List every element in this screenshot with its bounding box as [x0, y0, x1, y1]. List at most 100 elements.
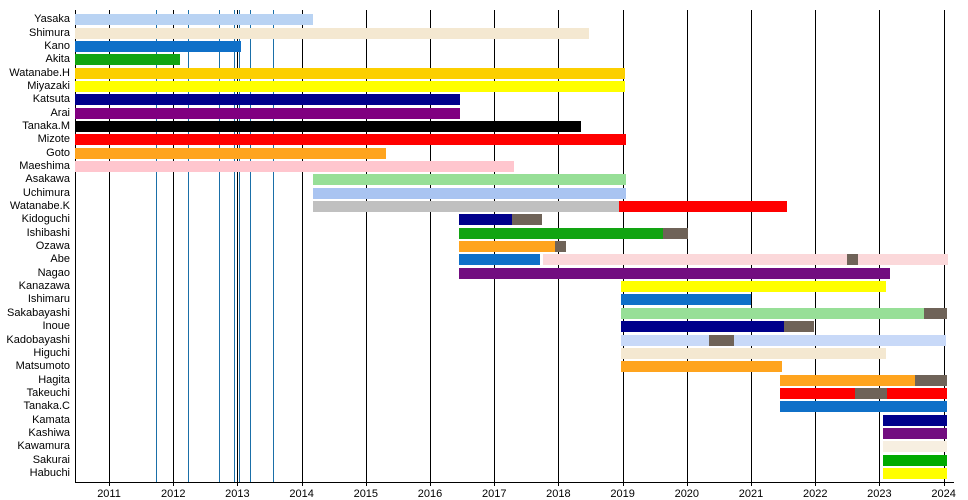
- bar-goto-seg0: [75, 147, 387, 159]
- row-label-akita: Akita: [45, 53, 70, 66]
- bar-kidoguchi-seg0: [458, 214, 513, 226]
- bar-ozawa-seg0: [458, 241, 556, 252]
- x-tickmark-2019: [622, 482, 624, 486]
- row-label-tanaka.m: Tanaka.M: [22, 119, 70, 132]
- year-gridline-2019: [622, 10, 624, 482]
- row-label-maeshima: Maeshima: [19, 159, 70, 172]
- row-label-asakawa: Asakawa: [25, 173, 70, 186]
- x-tickmark-2020: [686, 482, 688, 486]
- bar-miyazaki-seg0: [75, 80, 625, 92]
- row-label-abe: Abe: [50, 253, 70, 266]
- bar-kidoguchi-seg1: [512, 214, 543, 226]
- x-tick-label-2021: 2021: [738, 488, 764, 500]
- row-label-kadobayashi: Kadobayashi: [6, 333, 70, 346]
- x-tick-label-2017: 2017: [481, 488, 507, 500]
- row-label-kawamura: Kawamura: [17, 440, 70, 453]
- bar-ishibashi-seg0: [458, 227, 664, 239]
- event-line-0: [155, 10, 157, 482]
- bar-ishibashi-seg1: [663, 227, 689, 239]
- row-label-uchimura: Uchimura: [22, 186, 70, 199]
- row-label-arai: Arai: [50, 106, 70, 119]
- bar-kadobayashi-seg0: [621, 334, 710, 346]
- bar-ishimaru-seg0: [621, 294, 751, 306]
- row-label-kashiwa: Kashiwa: [28, 426, 70, 439]
- row-label-sakurai: Sakurai: [32, 453, 70, 466]
- bar-inoue-seg1: [783, 321, 814, 333]
- bar-mizote-seg0: [75, 134, 626, 146]
- row-label-ishimaru: Ishimaru: [27, 293, 70, 306]
- row-label-yasaka: Yasaka: [34, 13, 70, 26]
- x-tickmark-2022: [815, 482, 817, 486]
- row-label-shimura: Shimura: [29, 26, 70, 39]
- row-label-tanaka.c: Tanaka.C: [23, 400, 70, 413]
- x-tick-label-2023: 2023: [867, 488, 892, 500]
- bar-abe-seg3: [857, 254, 949, 266]
- row-label-watanabe.k: Watanabe.K: [9, 200, 70, 212]
- year-gridline-2022: [815, 10, 817, 482]
- bar-nagao-seg0: [458, 267, 891, 279]
- x-tickmark-2021: [751, 482, 753, 486]
- year-gridline-2012: [173, 10, 175, 482]
- x-tickmark-2013: [237, 482, 239, 486]
- bar-kawamura-seg0: [882, 441, 947, 453]
- year-gridline-2024: [943, 10, 945, 482]
- x-tick-label-2018: 2018: [546, 488, 571, 500]
- bar-hagita-seg1: [914, 374, 947, 386]
- x-tickmark-2024: [943, 482, 945, 486]
- bar-takeuchi-seg2: [886, 387, 947, 399]
- bar-abe-seg2: [846, 254, 858, 266]
- bar-sakabayashi-seg1: [924, 307, 948, 319]
- year-gridline-2013: [237, 10, 239, 482]
- x-tickmark-2018: [558, 482, 560, 486]
- event-line-1: [188, 10, 189, 482]
- x-tick-label-2012: 2012: [160, 488, 186, 500]
- row-label-higuchi: Higuchi: [33, 346, 70, 359]
- bar-arai-seg0: [75, 107, 460, 119]
- bar-akita-seg0: [75, 54, 180, 66]
- row-label-habuchi: Habuchi: [29, 467, 70, 479]
- row-label-mizote: Mizote: [37, 133, 70, 146]
- row-label-kanazawa: Kanazawa: [18, 280, 70, 293]
- event-line-3: [234, 10, 236, 482]
- bar-watanabe.k-seg1: [619, 201, 787, 212]
- bar-kadobayashi-seg1: [709, 334, 735, 346]
- x-tickmark-2023: [879, 482, 881, 486]
- bar-sakurai-seg0: [882, 454, 947, 466]
- bar-matsumoto-seg0: [621, 361, 782, 373]
- row-label-inoue: Inoue: [42, 320, 70, 333]
- bar-kadobayashi-seg2: [734, 334, 947, 346]
- x-tick-label-2013: 2013: [225, 488, 250, 500]
- row-label-ozawa: Ozawa: [35, 240, 70, 252]
- row-label-takeuchi: Takeuchi: [26, 386, 70, 399]
- year-gridline-2020: [686, 10, 688, 482]
- year-gridline-2016: [430, 10, 432, 482]
- year-gridline-2011: [109, 10, 111, 482]
- year-gridline-2015: [365, 10, 367, 482]
- bar-watanabe.h-seg0: [75, 67, 625, 79]
- bar-tanaka.m-seg0: [75, 120, 581, 132]
- x-tickmark-2014: [301, 482, 303, 486]
- bar-katsuta-seg0: [75, 94, 460, 106]
- row-label-ishibashi: Ishibashi: [26, 226, 70, 239]
- bar-kanazawa-seg0: [621, 281, 887, 293]
- x-tickmark-2012: [173, 482, 175, 486]
- x-tick-label-2014: 2014: [289, 488, 314, 500]
- x-tick-label-2022: 2022: [802, 488, 828, 500]
- x-tickmark-2017: [494, 482, 496, 486]
- bar-takeuchi-seg0: [779, 387, 855, 399]
- x-tickmark-2016: [430, 482, 432, 486]
- bar-tanaka.c-seg0: [779, 401, 947, 413]
- bar-inoue-seg0: [621, 321, 784, 333]
- year-gridline-2014: [301, 10, 303, 482]
- bar-abe-seg1: [543, 254, 847, 266]
- row-label-miyazaki: Miyazaki: [27, 79, 70, 92]
- bar-abe-seg0: [458, 254, 541, 266]
- bar-uchimura-seg0: [313, 187, 626, 199]
- x-tickmark-2015: [365, 482, 367, 486]
- row-label-kidoguchi: Kidoguchi: [21, 213, 70, 226]
- x-tick-label-2019: 2019: [610, 488, 635, 500]
- x-tick-label-2024: 2024: [931, 488, 956, 500]
- x-tick-label-2016: 2016: [417, 488, 443, 500]
- bar-ozawa-seg1: [555, 241, 567, 252]
